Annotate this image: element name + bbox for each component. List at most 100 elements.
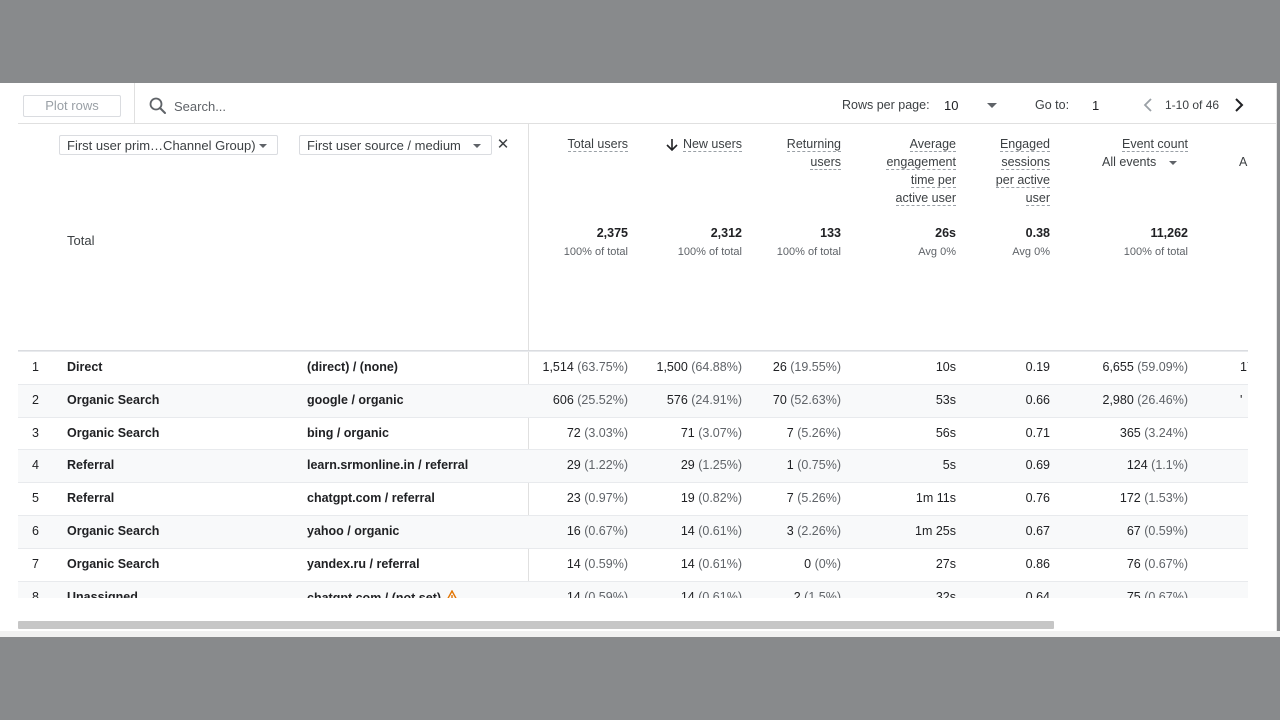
total-users-cell: 72 (3.03%) (567, 426, 628, 440)
channel-group-cell-text: Referral (67, 458, 115, 473)
goto-page-input[interactable]: 1 (1092, 98, 1100, 113)
source-medium-cell-text: learn.srmonline.in / referral (307, 458, 469, 473)
rows-per-page-select[interactable]: 10 (944, 98, 959, 113)
engaged-sessions-cell: 0.76 (1026, 491, 1050, 505)
returning-users-cell-value: 0 (804, 556, 812, 571)
header-returning-users[interactable]: Returning users (786, 135, 841, 171)
header-engaged-sessions[interactable]: Engaged sessions per active user (995, 135, 1050, 207)
total-users-cell-percent: (0.67%) (584, 524, 628, 538)
sort-descending-arrow-icon[interactable] (665, 138, 679, 152)
event-count-cell: 365 (3.24%) (1120, 426, 1188, 440)
event-count-cell: 6,655 (59.09%) (1103, 360, 1189, 374)
table-row[interactable]: 8 Unassigned chatgpt.com / (not set) 14 (0.… (18, 580, 1248, 598)
engaged-sessions-cell-value: 0.86 (1025, 556, 1050, 571)
secondary-dimension-select[interactable]: First user source / medium (299, 135, 492, 155)
event-count-cell-value: 365 (1119, 425, 1141, 440)
previous-page-icon[interactable] (1138, 95, 1158, 115)
header-event-count[interactable]: Event count (1121, 135, 1188, 153)
header-new-users[interactable]: New users (682, 135, 742, 153)
new-users-cell-percent: (3.07%) (698, 425, 742, 440)
primary-dimension-label: First user prim…Channel Group) (67, 138, 256, 153)
event-count-cell: 172 (1.53%) (1120, 491, 1188, 505)
table-row[interactable]: 3 Organic Search bing / organic 72 (3.03%) 7… (18, 416, 1248, 450)
page-range-text: 1-10 of 46 (1165, 98, 1220, 112)
table-row[interactable]: 5 Referral chatgpt.com / referral 23 (0.97%… (18, 482, 1248, 515)
table-row[interactable]: 4 Referral learn.srmonline.in / referral 29… (18, 449, 1248, 483)
channel-group-cell-text: Unassigned (67, 589, 138, 598)
total-users-cell: 1,514 (63.75%) (543, 360, 629, 374)
totals-divider (18, 350, 1248, 351)
event-count-cell-value: 67 (1126, 524, 1141, 538)
header-average-engagement-time[interactable]: Average engagement time per active user (886, 135, 956, 207)
row-index-text: 1 (32, 360, 39, 374)
total-users-cell-value: 72 (566, 425, 581, 440)
remove-dimension-close-icon[interactable]: ✕ (496, 136, 510, 153)
primary-dimension-select[interactable]: First user prim…Channel Group) (59, 135, 278, 155)
source-medium-cell: yahoo / organic (307, 524, 399, 538)
returning-users-cell-percent: (0%) (814, 556, 841, 571)
chevron-down-icon[interactable] (1169, 161, 1177, 165)
new-users-cell-value: 14 (680, 524, 695, 538)
new-users-cell-value: 576 (666, 392, 688, 407)
plot-rows-button[interactable]: Plot rows (23, 95, 121, 117)
channel-group-cell: Organic Search (67, 524, 159, 538)
table-row[interactable]: 1 Direct (direct) / (none) 1,514 (63.75%) 1,… (18, 351, 1248, 384)
row-index-text: 2 (32, 392, 39, 407)
avg-engagement-cell-value: 10s (935, 360, 956, 374)
header-eng-sess-line4: user (1025, 191, 1050, 206)
returning-users-cell-value: 2 (793, 589, 801, 598)
source-medium-cell: bing / organic (307, 426, 389, 440)
engaged-sessions-cell-value: 0.71 (1025, 425, 1050, 440)
event-count-cell: 124 (1.1%) (1127, 458, 1188, 472)
engaged-sessions-cell: 0.71 (1026, 426, 1050, 440)
engaged-sessions-cell-value: 0.64 (1025, 589, 1050, 598)
total-avg-engagement: 26s (935, 226, 956, 240)
avg-engagement-cell: 5s (943, 458, 956, 472)
total-event-count-sub: 100% of total (1123, 246, 1188, 258)
new-users-cell: 19 (0.82%) (681, 491, 742, 505)
source-medium-cell-text: yandex.ru / referral (307, 556, 420, 571)
cutoff-cell: ' (1240, 392, 1243, 407)
header-returning-users-line1: Returning (786, 137, 841, 152)
channel-group-cell: Referral (67, 491, 114, 505)
row-index: 6 (32, 524, 39, 538)
returning-users-cell: 1 (0.75%) (787, 458, 841, 472)
table-row[interactable]: 6 Organic Search yahoo / organic 16 (0.67%)… (18, 515, 1248, 548)
returning-users-cell-percent: (5.26%) (797, 491, 841, 506)
next-page-icon[interactable] (1229, 95, 1249, 115)
header-total-users-label: Total users (567, 137, 628, 152)
total-users-cell: 14 (0.59%) (567, 557, 628, 571)
row-index: 8 (32, 590, 39, 598)
total-users-cell-percent: (0.59%) (584, 589, 628, 598)
returning-users-cell-value: 7 (786, 425, 794, 440)
engaged-sessions-cell: 0.69 (1026, 458, 1050, 472)
table-row[interactable]: 2 Organic Search google / organic 606 (25.5… (18, 383, 1248, 417)
table-row[interactable]: 7 Organic Search yandex.ru / referral 14 (0… (18, 547, 1248, 581)
warning-icon[interactable] (445, 589, 459, 598)
avg-engagement-cell-value: 5s (942, 458, 956, 473)
header-total-users[interactable]: Total users (567, 135, 628, 153)
source-medium-cell-text: (direct) / (none) (307, 360, 398, 374)
search-input[interactable] (174, 96, 474, 116)
total-users-cell: 14 (0.59%) (567, 590, 628, 598)
total-users-cell-value: 23 (566, 491, 581, 506)
source-medium-cell-text: bing / organic (307, 425, 389, 440)
header-eng-sess-line1: Engaged (999, 137, 1050, 152)
channel-group-cell-text: Referral (67, 491, 115, 506)
event-filter-select[interactable]: All events (1102, 155, 1157, 169)
row-index-text: 7 (32, 556, 39, 571)
new-users-cell-percent: (0.61%) (698, 589, 742, 598)
engaged-sessions-cell-value: 0.69 (1025, 458, 1050, 473)
chevron-down-icon[interactable] (987, 103, 997, 108)
returning-users-cell-value: 3 (786, 524, 794, 538)
event-count-cell: 76 (0.67%) (1127, 557, 1188, 571)
row-index-text: 3 (32, 425, 39, 440)
new-users-cell: 576 (24.91%) (667, 393, 742, 407)
total-users-cell-value: 14 (566, 589, 581, 598)
new-users-cell: 14 (0.61%) (681, 557, 742, 571)
total-users-cell: 29 (1.22%) (567, 458, 628, 472)
horizontal-scrollbar[interactable] (18, 621, 1054, 629)
header-event-count-label: Event count (1121, 137, 1188, 152)
total-event-count: 11,262 (1150, 226, 1188, 240)
channel-group-cell: Organic Search (67, 557, 159, 571)
